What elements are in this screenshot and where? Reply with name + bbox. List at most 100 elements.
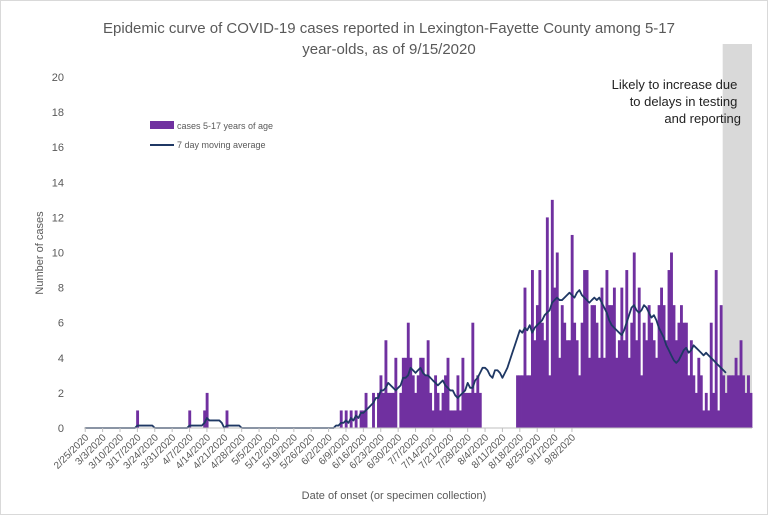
bar	[533, 340, 537, 428]
bar	[225, 410, 229, 428]
x-axis-label: Date of onset (or specimen collection)	[302, 490, 487, 502]
bar	[384, 340, 388, 428]
bar	[441, 392, 445, 428]
bar	[205, 392, 209, 428]
bar	[478, 392, 482, 428]
bar	[399, 392, 403, 428]
bar	[630, 322, 634, 428]
bar	[568, 340, 572, 428]
bar	[548, 375, 552, 428]
bar	[605, 270, 609, 428]
bar	[451, 410, 455, 428]
bar	[436, 392, 440, 428]
y-tick-label: 6	[58, 318, 64, 330]
bar	[660, 287, 663, 428]
y-tick-label: 18	[52, 107, 64, 119]
bar	[583, 270, 587, 428]
bar	[389, 392, 393, 428]
bar	[682, 322, 686, 428]
bar	[429, 392, 433, 428]
bar	[593, 305, 596, 428]
bar	[458, 410, 462, 428]
bar	[136, 410, 140, 428]
bar	[391, 392, 395, 428]
bar	[739, 340, 743, 428]
bar	[679, 305, 683, 428]
bar	[657, 305, 661, 428]
legend: cases 5-17 years of age 7 day moving ave…	[150, 121, 273, 150]
bar	[722, 375, 726, 428]
bar	[416, 375, 420, 428]
y-tick-label: 16	[52, 142, 64, 154]
bar	[729, 375, 733, 428]
bar	[473, 392, 477, 428]
bar	[607, 305, 611, 428]
bar	[689, 340, 693, 428]
bar	[617, 340, 621, 428]
bar	[724, 392, 728, 428]
bar	[580, 322, 584, 428]
bar	[600, 287, 604, 428]
bar	[188, 410, 192, 428]
bar	[699, 375, 703, 428]
chart-title-line-2: year-olds, as of 9/15/2020	[302, 41, 475, 58]
bar	[379, 375, 383, 428]
bar	[362, 410, 366, 428]
bar	[622, 340, 626, 428]
bar	[439, 410, 442, 428]
bar	[717, 410, 721, 428]
bar	[434, 375, 438, 428]
bar	[603, 357, 606, 428]
bar	[647, 305, 651, 428]
y-tick-label: 8	[58, 283, 64, 295]
bar	[401, 357, 405, 428]
bar	[526, 375, 529, 428]
bar	[543, 340, 547, 428]
bar	[409, 357, 413, 428]
bar	[702, 410, 706, 428]
bar	[426, 340, 430, 428]
bar	[563, 322, 567, 428]
bar	[612, 287, 616, 428]
bar	[386, 392, 390, 428]
bar	[640, 375, 644, 428]
bar	[578, 375, 582, 428]
bar	[734, 357, 738, 428]
bar	[570, 234, 574, 428]
bar	[575, 340, 579, 428]
bar	[560, 305, 564, 428]
bar	[707, 410, 711, 428]
bar	[359, 410, 363, 428]
bar	[521, 375, 524, 428]
bar	[444, 375, 447, 428]
bar	[662, 305, 666, 428]
bar	[719, 305, 723, 428]
bar	[595, 322, 599, 428]
bar	[535, 305, 539, 428]
bar	[615, 357, 619, 428]
bar	[625, 270, 629, 428]
bar	[419, 357, 423, 428]
bar	[449, 410, 452, 428]
bar	[411, 375, 415, 428]
bar	[344, 410, 348, 428]
bar	[709, 322, 713, 428]
bar	[650, 322, 654, 428]
bar	[637, 287, 641, 428]
bar	[468, 392, 472, 428]
y-axis-label: Number of cases	[34, 211, 46, 295]
bar	[732, 375, 736, 428]
bar	[687, 375, 691, 428]
bar	[627, 357, 631, 428]
bar	[742, 375, 745, 428]
moving-average-line	[85, 289, 727, 429]
bar	[598, 357, 601, 428]
bar	[404, 357, 408, 428]
bar	[672, 305, 676, 428]
bar	[528, 375, 532, 428]
bar	[635, 340, 639, 428]
bar	[414, 392, 418, 428]
bar	[697, 357, 701, 428]
bar	[463, 392, 467, 428]
bar	[747, 375, 750, 428]
